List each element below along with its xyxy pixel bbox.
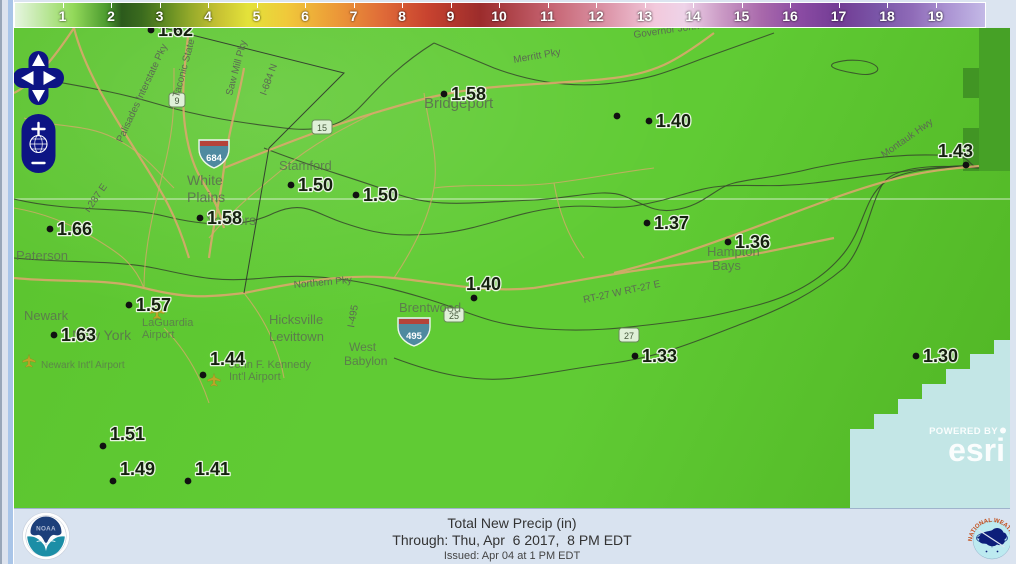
svg-text:Paterson: Paterson — [16, 248, 68, 263]
svg-text:15: 15 — [317, 123, 327, 133]
svg-text:Governor John Davis Lodge Tpke: Governor John Davis Lodge Tpke — [633, 28, 783, 41]
svg-text:1.49: 1.49 — [120, 459, 155, 479]
svg-text:27: 27 — [624, 331, 634, 341]
svg-text:1.37: 1.37 — [654, 213, 689, 233]
svg-text:esri: esri — [948, 432, 1005, 468]
svg-text:1.66: 1.66 — [57, 219, 92, 239]
svg-text:1.40: 1.40 — [466, 274, 501, 294]
svg-text:1.62: 1.62 — [158, 28, 193, 40]
svg-text:I-684 N: I-684 N — [258, 62, 280, 97]
svg-text:1.43: 1.43 — [938, 141, 973, 161]
svg-text:Hicksville: Hicksville — [269, 312, 323, 327]
svg-text:1.58: 1.58 — [207, 208, 242, 228]
svg-text:Palisades Interstate Pky: Palisades Interstate Pky — [115, 42, 170, 144]
svg-text:1.57: 1.57 — [136, 295, 171, 315]
svg-text:Stamford: Stamford — [279, 158, 332, 173]
svg-text:Northern Pky: Northern Pky — [293, 275, 352, 291]
svg-text:1.30: 1.30 — [923, 346, 958, 366]
svg-text:White: White — [187, 172, 223, 188]
svg-text:1.50: 1.50 — [363, 185, 398, 205]
svg-text:495: 495 — [406, 331, 423, 342]
svg-text:1.63: 1.63 — [61, 325, 96, 345]
svg-text:1.40: 1.40 — [656, 111, 691, 131]
svg-text:Plains: Plains — [187, 189, 225, 205]
svg-text:1.44: 1.44 — [210, 349, 245, 369]
svg-text:1.50: 1.50 — [298, 175, 333, 195]
svg-text:1.33: 1.33 — [642, 346, 677, 366]
svg-text:Babylon: Babylon — [344, 354, 387, 368]
svg-text:684: 684 — [206, 153, 223, 164]
svg-text:Saw Mill Pky: Saw Mill Pky — [224, 39, 249, 97]
svg-text:Airport: Airport — [142, 329, 174, 341]
svg-text:RT-27 W RT-27 E: RT-27 W RT-27 E — [582, 279, 661, 306]
svg-text:Merritt Pky: Merritt Pky — [513, 47, 562, 66]
svg-text:I-495: I-495 — [346, 304, 361, 329]
svg-text:Newark Int'l Airport: Newark Int'l Airport — [41, 360, 125, 371]
svg-text:Int'l Airport: Int'l Airport — [229, 371, 281, 383]
svg-text:Newark: Newark — [24, 308, 69, 323]
svg-text:1.41: 1.41 — [195, 459, 230, 479]
svg-text:Bays: Bays — [712, 258, 741, 273]
svg-text:LaGuardia: LaGuardia — [142, 317, 194, 329]
svg-text:Brentwood: Brentwood — [399, 300, 461, 315]
svg-text:1.58: 1.58 — [451, 84, 486, 104]
svg-text:West: West — [349, 340, 377, 354]
svg-text:1.36: 1.36 — [735, 232, 770, 252]
svg-text:Montauk Hwy: Montauk Hwy — [879, 117, 935, 161]
svg-text:1.51: 1.51 — [110, 424, 145, 444]
svg-text:Levittown: Levittown — [269, 329, 324, 344]
